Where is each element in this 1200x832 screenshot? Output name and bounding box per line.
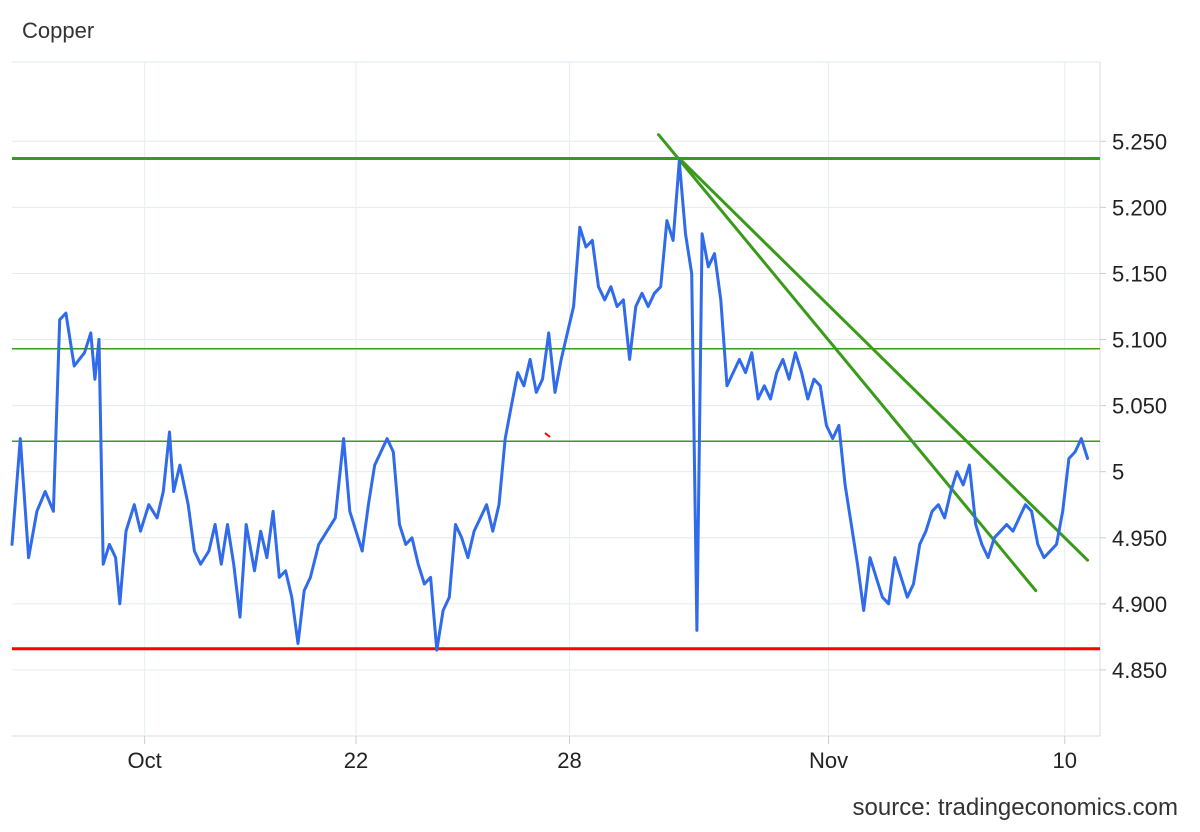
y-tick-label: 4.850 (1112, 658, 1167, 683)
y-tick-label: 5.250 (1112, 129, 1167, 154)
series-line-copper (10, 159, 1090, 652)
x-tick-label: 10 (1053, 748, 1077, 773)
overlay-lines (12, 133, 1100, 651)
x-axis-ticks: Oct 22 28 Nov 10 (128, 748, 1077, 773)
trendline-shallow (677, 156, 1090, 562)
marker-tick (544, 432, 551, 438)
chart-canvas: 5.250 5.200 5.150 5.100 5.050 5 4.950 4.900 4.85… (10, 61, 1167, 773)
y-tick-label: 5.200 (1112, 195, 1167, 220)
y-tick-label: 4.900 (1112, 592, 1167, 617)
grid-lines (12, 61, 1106, 744)
series-layer (10, 159, 1090, 652)
y-tick-label: 5.100 (1112, 328, 1167, 353)
x-tick-label: 22 (344, 748, 368, 773)
y-tick-label: 5 (1112, 460, 1124, 485)
x-tick-label: 28 (557, 748, 581, 773)
y-axis-ticks: 5.250 5.200 5.150 5.100 5.050 5 4.950 4.900 4.85… (1112, 129, 1167, 683)
y-tick-label: 4.950 (1112, 526, 1167, 551)
y-tick-label: 5.050 (1112, 394, 1167, 419)
trendline-steep (657, 133, 1038, 593)
chart-title: Copper (22, 18, 95, 43)
x-tick-label: Nov (809, 748, 848, 773)
y-tick-label: 5.150 (1112, 261, 1167, 286)
source-credit: source: tradingeconomics.com (852, 794, 1178, 821)
x-tick-label: Oct (128, 748, 162, 773)
